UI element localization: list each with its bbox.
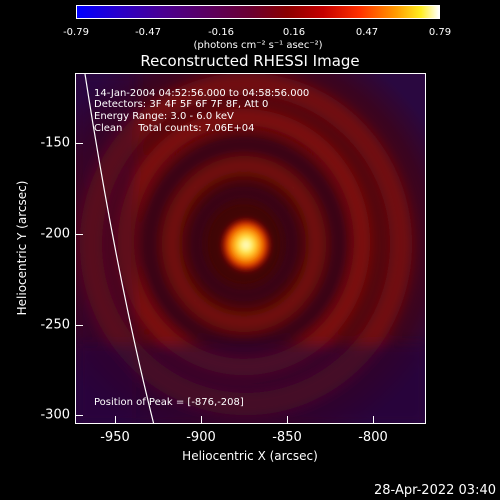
colorbar-unit-label: (photons cm⁻² s⁻¹ asec⁻²) <box>193 40 323 51</box>
colorbar-tick-label: -0.16 <box>208 27 234 38</box>
colorbar <box>76 5 440 19</box>
y-tick-mark <box>75 415 83 416</box>
colorbar-tick-label: 0.79 <box>428 27 452 38</box>
colorbar-tick-label: -0.47 <box>135 27 161 38</box>
heatmap-plot <box>75 73 426 424</box>
detectors-info: Detectors: 3F 4F 5F 6F 7F 8F, Att 0 <box>94 99 269 110</box>
x-tick-label: -850 <box>272 430 302 445</box>
x-axis-label: Heliocentric X (arcsec) <box>182 449 318 463</box>
x-tick-mark <box>115 416 116 424</box>
x-tick-label: -950 <box>100 430 130 445</box>
colorbar-tick-label: -0.79 <box>63 27 89 38</box>
heatmap-svg <box>76 74 425 423</box>
clean-total-counts: Clean Total counts: 7.06E+04 <box>94 123 255 134</box>
heatmap-rings <box>76 74 425 423</box>
x-tick-label: -900 <box>186 430 216 445</box>
x-tick-label: -800 <box>358 430 388 445</box>
y-axis-label: Heliocentric Y (arcsec) <box>15 180 29 316</box>
y-tick-label: -250 <box>40 317 70 333</box>
y-tick-mark <box>75 234 83 235</box>
emission-peak <box>220 217 272 273</box>
y-tick-label: -200 <box>40 226 70 242</box>
y-tick-label: -150 <box>40 135 70 151</box>
image-title: Reconstructed RHESSI Image <box>140 52 360 70</box>
energy-range-info: Energy Range: 3.0 - 6.0 keV <box>94 111 234 122</box>
y-tick-label: -300 <box>40 407 70 423</box>
x-tick-mark <box>287 416 288 424</box>
y-tick-mark <box>75 325 83 326</box>
peak-position: Position of Peak = [-876,-208] <box>94 397 244 408</box>
colorbar-tick-label: 0.47 <box>355 27 379 38</box>
observation-time: 14-Jan-2004 04:52:56.000 to 04:58:56.000 <box>94 88 310 99</box>
x-tick-mark <box>373 416 374 424</box>
colorbar-tick-label: 0.16 <box>282 27 306 38</box>
solar-limb-curve <box>84 74 155 423</box>
y-tick-mark <box>75 143 83 144</box>
x-tick-mark <box>201 416 202 424</box>
render-timestamp: 28-Apr-2022 03:40 <box>374 483 496 498</box>
